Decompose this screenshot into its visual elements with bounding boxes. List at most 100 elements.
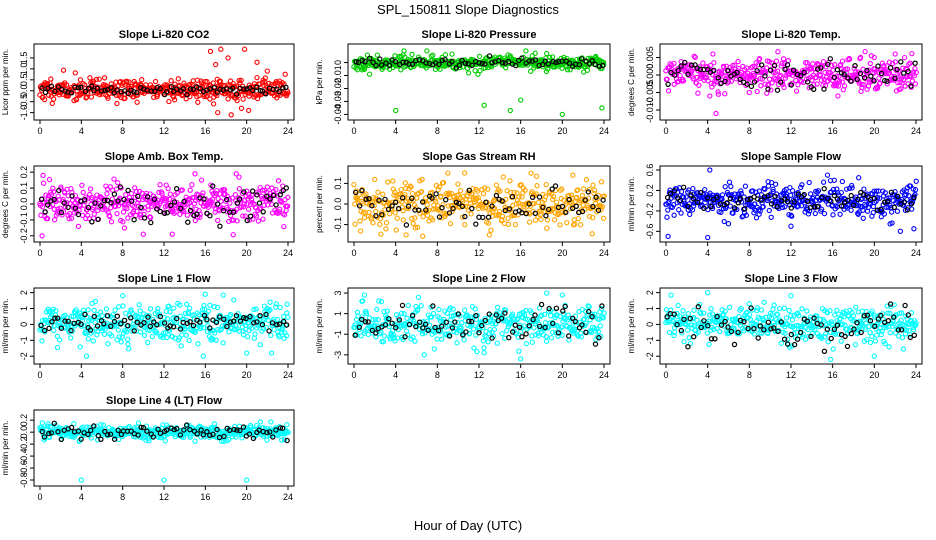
data-point <box>408 184 414 190</box>
highlight-point <box>220 207 227 214</box>
highlight-point <box>711 67 717 74</box>
data-point <box>370 317 376 323</box>
highlight-point <box>423 207 429 213</box>
highlight-point <box>701 318 707 324</box>
highlight-point <box>263 91 269 97</box>
highlight-point <box>266 328 272 334</box>
x-tick-label: 8 <box>120 370 125 380</box>
highlight-point <box>94 323 101 329</box>
highlight-point <box>848 192 854 199</box>
x-tick-label: 8 <box>435 248 440 258</box>
highlight-point <box>370 59 376 66</box>
highlight-point <box>356 324 362 330</box>
highlight-point <box>274 322 280 328</box>
data-point <box>512 221 519 228</box>
highlight-point <box>778 79 784 85</box>
y-tick-label: -0.02 <box>333 78 343 99</box>
highlight-point <box>151 319 157 325</box>
data-point <box>701 310 707 316</box>
data-point <box>124 79 130 85</box>
data-point <box>134 208 140 214</box>
data-point <box>719 192 726 198</box>
highlight-point <box>121 196 127 203</box>
highlight-point <box>463 329 469 335</box>
data-point <box>499 217 505 223</box>
data-point <box>96 317 102 323</box>
data-point <box>111 176 117 182</box>
data-point <box>114 210 120 217</box>
highlight-point <box>532 312 538 318</box>
x-tick-label: 24 <box>599 370 609 380</box>
highlight-point <box>276 321 283 327</box>
highlight-point <box>784 62 791 68</box>
highlight-point <box>92 200 98 206</box>
highlight-point <box>151 196 157 202</box>
data-point <box>167 191 173 197</box>
highlight-point <box>254 192 260 198</box>
data-point <box>731 325 737 331</box>
data-point <box>137 329 144 335</box>
highlight-point <box>420 325 426 331</box>
data-point <box>469 321 475 327</box>
data-point <box>597 323 603 329</box>
highlight-point <box>585 189 592 195</box>
highlight-point <box>38 322 44 329</box>
data-point <box>706 341 712 347</box>
panel-y-axis-label: degrees C per min. <box>627 48 636 116</box>
highlight-point <box>790 67 797 73</box>
data-point <box>204 328 211 335</box>
x-tick-label: 4 <box>393 370 398 380</box>
highlight-point <box>85 204 92 211</box>
highlight-point <box>366 195 372 202</box>
highlight-point <box>237 318 244 324</box>
highlight-point <box>904 207 911 213</box>
data-point <box>550 329 556 335</box>
highlight-point <box>725 324 731 330</box>
data-point <box>883 324 889 331</box>
data-point <box>51 189 57 195</box>
data-point <box>770 188 776 195</box>
data-point <box>415 306 421 313</box>
highlight-point <box>221 316 227 322</box>
data-point <box>583 177 590 183</box>
data-point <box>771 322 778 329</box>
highlight-point <box>755 335 761 341</box>
highlight-point <box>187 319 193 325</box>
data-point <box>113 323 120 329</box>
highlight-point <box>794 336 801 342</box>
highlight-point <box>811 315 817 321</box>
data-point <box>267 307 273 313</box>
data-point <box>168 78 174 84</box>
highlight-point <box>734 69 740 76</box>
x-tick-label: 16 <box>200 248 210 258</box>
data-point <box>900 346 907 352</box>
highlight-point <box>742 206 748 212</box>
highlight-point <box>402 334 408 340</box>
highlight-point <box>878 207 884 213</box>
data-point <box>437 66 443 72</box>
data-point <box>598 179 605 185</box>
highlight-point <box>409 195 415 201</box>
highlight-point <box>500 60 506 66</box>
outlier-point <box>225 55 231 61</box>
highlight-point <box>868 73 874 79</box>
data-point <box>198 324 204 330</box>
data-point <box>377 221 383 228</box>
data-point <box>125 336 131 342</box>
data-point <box>419 176 425 183</box>
data-point <box>786 307 792 314</box>
highlight-point <box>392 59 399 65</box>
data-point <box>547 54 553 61</box>
highlight-point <box>718 322 725 328</box>
data-point <box>466 315 472 321</box>
highlight-point <box>460 332 466 338</box>
highlight-point <box>744 81 750 87</box>
panel-y-axis-label: degrees C per min. <box>1 170 10 238</box>
x-tick-label: 16 <box>516 126 526 136</box>
highlight-point <box>592 61 599 68</box>
data-point <box>575 215 581 222</box>
highlight-point <box>685 344 691 350</box>
highlight-point <box>701 205 707 211</box>
data-point <box>815 188 822 194</box>
